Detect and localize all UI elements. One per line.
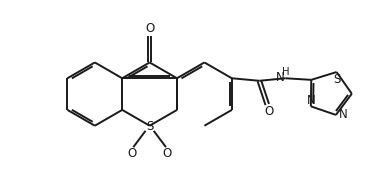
Text: O: O <box>145 22 154 35</box>
Text: O: O <box>265 105 274 118</box>
Text: S: S <box>146 120 153 133</box>
Text: H: H <box>282 67 290 77</box>
Text: S: S <box>333 73 340 86</box>
Text: N: N <box>307 94 316 107</box>
Text: O: O <box>163 147 172 160</box>
Text: N: N <box>276 71 284 84</box>
Text: N: N <box>339 108 347 122</box>
Text: O: O <box>128 147 137 160</box>
